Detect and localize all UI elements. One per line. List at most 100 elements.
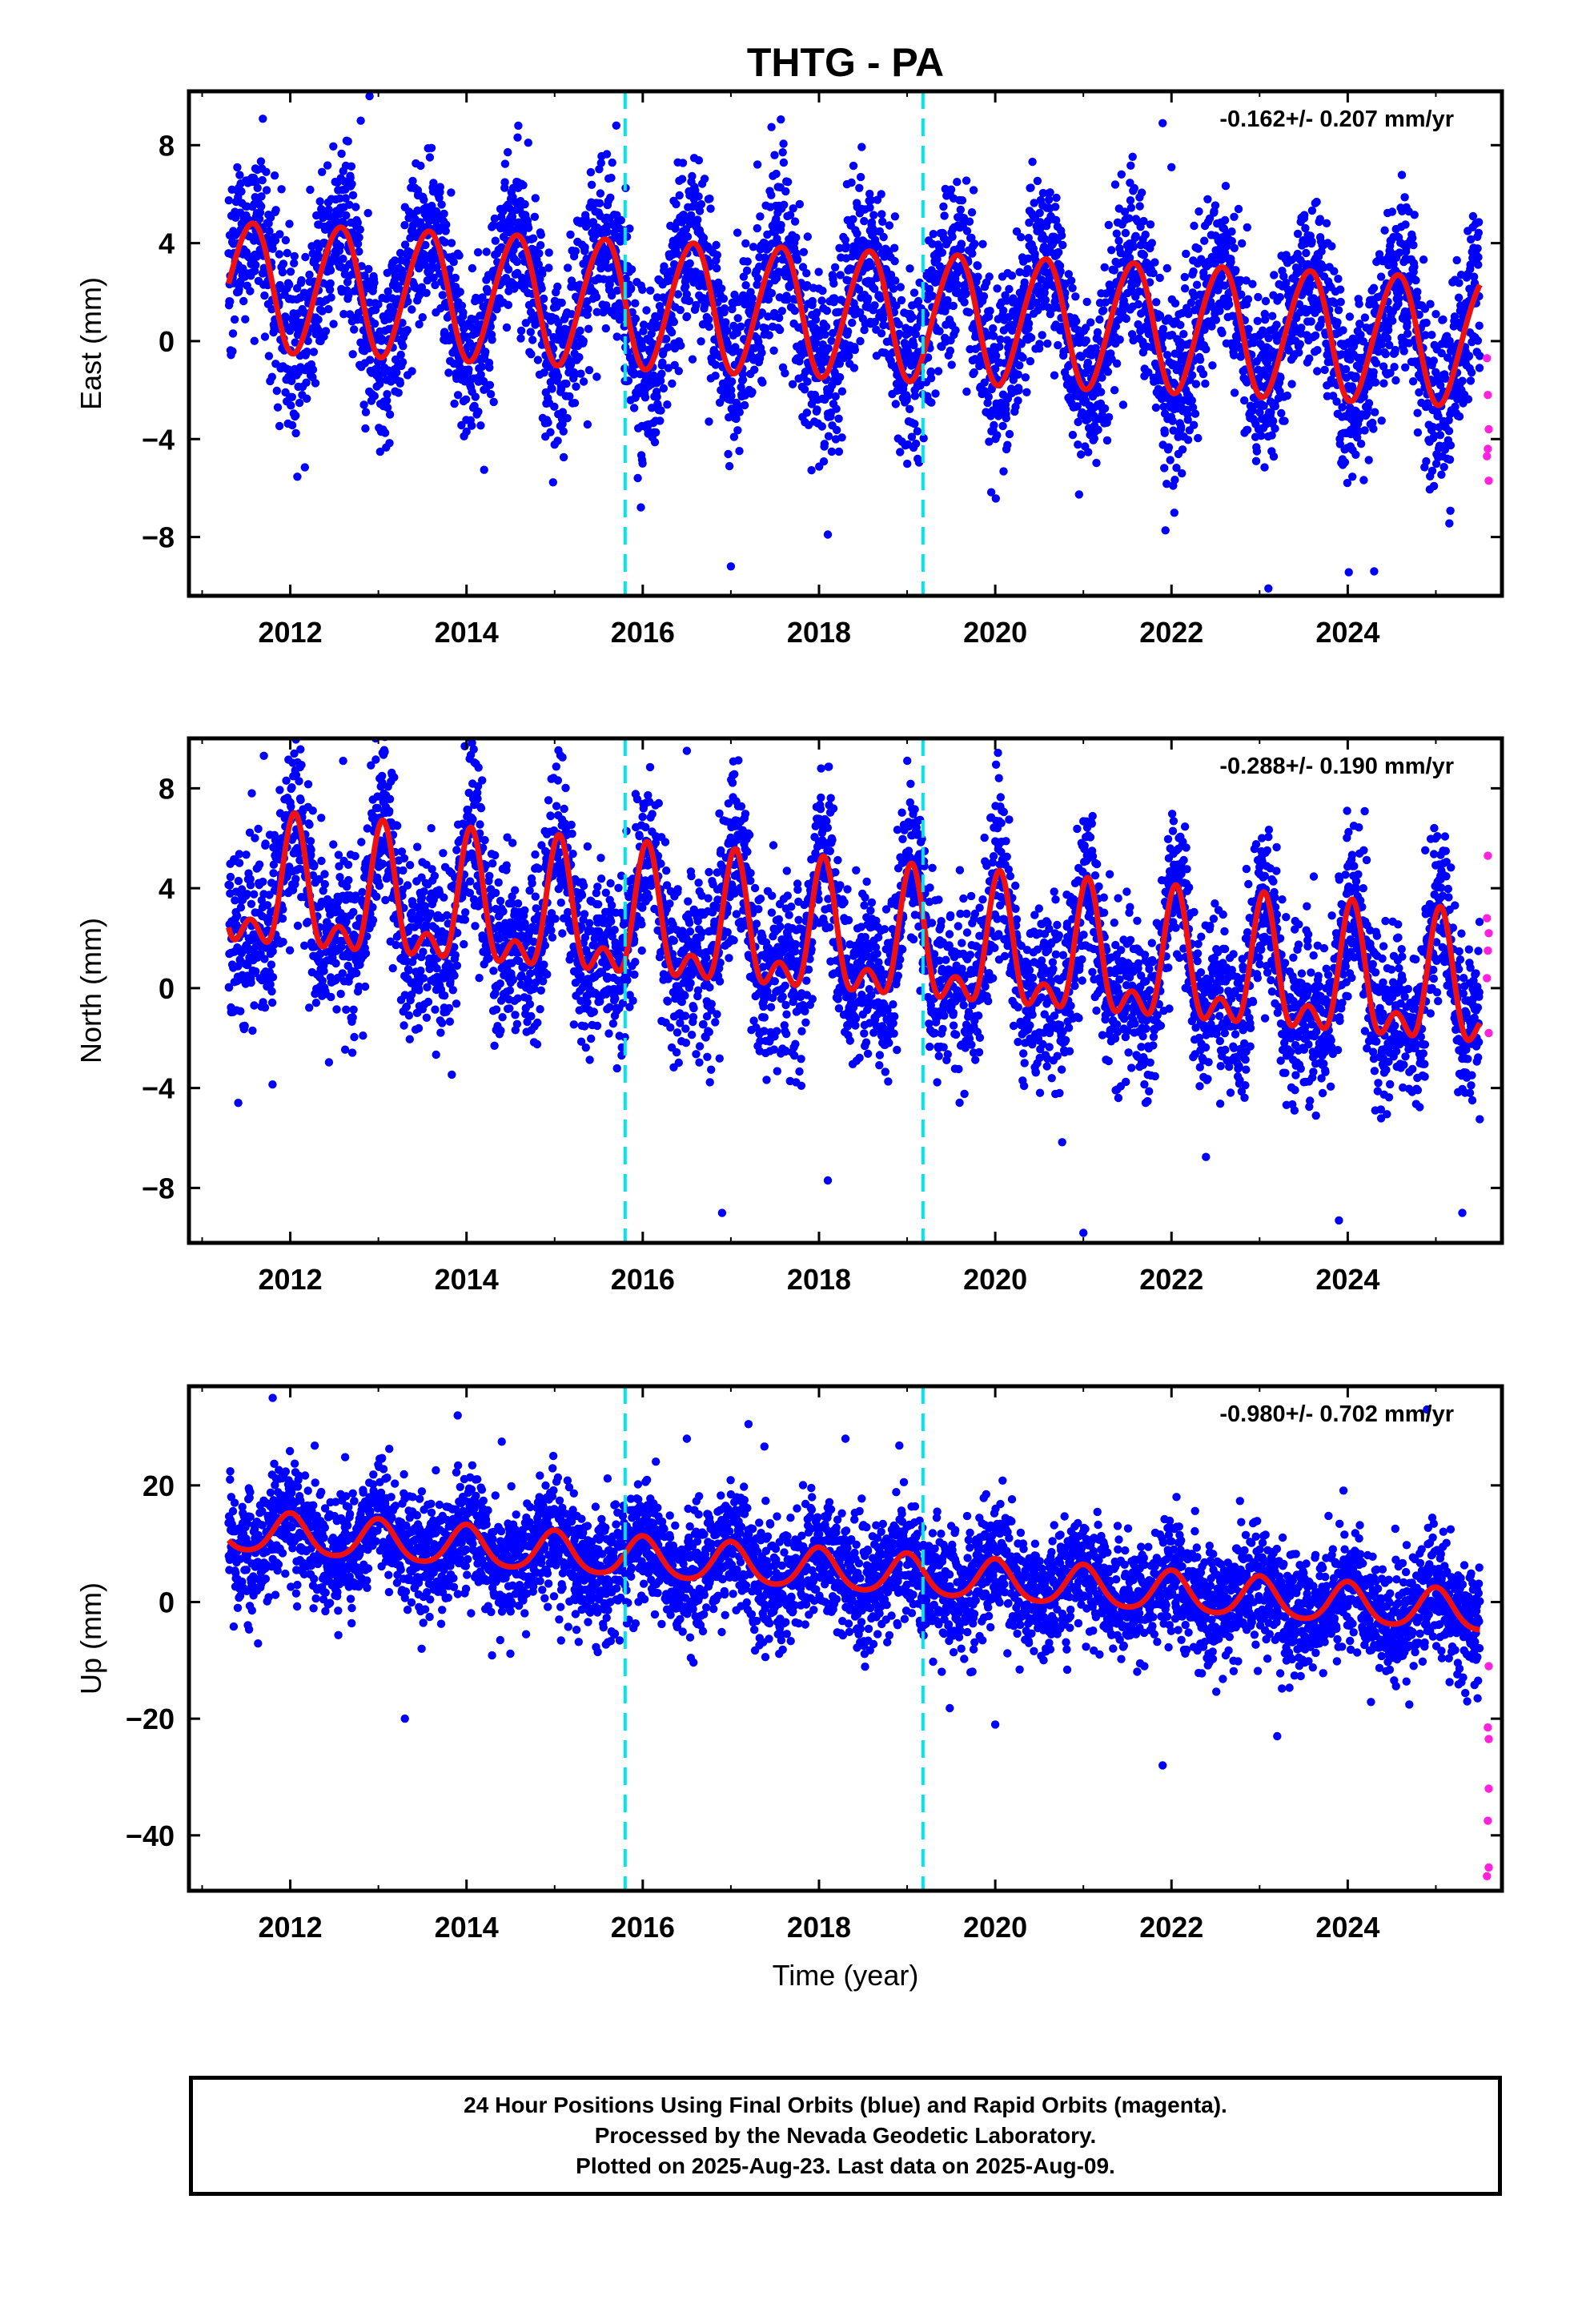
final-point bbox=[1084, 448, 1093, 456]
final-point bbox=[550, 402, 559, 411]
final-point bbox=[1162, 263, 1172, 273]
final-point bbox=[649, 371, 658, 380]
final-point bbox=[372, 364, 382, 372]
final-point bbox=[909, 288, 919, 297]
final-point bbox=[237, 187, 246, 196]
final-point bbox=[282, 313, 291, 322]
final-point bbox=[436, 183, 444, 191]
final-point bbox=[652, 428, 661, 437]
final-point bbox=[733, 328, 741, 337]
final-point bbox=[633, 473, 642, 483]
final-point bbox=[627, 283, 636, 293]
final-point bbox=[1218, 328, 1227, 337]
final-point bbox=[821, 322, 831, 332]
final-point bbox=[785, 211, 795, 219]
final-point bbox=[335, 242, 345, 251]
final-point bbox=[1409, 240, 1418, 250]
final-point bbox=[1330, 267, 1339, 275]
final-point bbox=[606, 193, 615, 202]
final-point bbox=[629, 370, 638, 379]
final-point bbox=[674, 367, 683, 376]
final-point bbox=[486, 322, 495, 332]
final-point-outlier bbox=[356, 116, 365, 125]
final-point bbox=[275, 230, 284, 239]
final-point bbox=[1369, 283, 1379, 292]
final-point bbox=[946, 185, 956, 194]
final-point bbox=[233, 163, 242, 172]
final-point bbox=[713, 263, 721, 273]
east-rapid-points bbox=[1483, 354, 1493, 485]
final-point bbox=[811, 316, 821, 324]
final-point bbox=[688, 355, 697, 364]
final-point bbox=[1077, 450, 1086, 459]
final-point bbox=[1121, 228, 1130, 238]
final-point bbox=[228, 347, 237, 356]
final-point bbox=[226, 297, 235, 306]
final-point bbox=[905, 404, 914, 413]
final-point bbox=[777, 307, 786, 316]
final-point bbox=[767, 123, 776, 131]
final-point bbox=[603, 227, 612, 236]
final-point bbox=[856, 336, 865, 346]
final-point bbox=[765, 331, 773, 340]
final-point bbox=[1150, 258, 1159, 267]
final-point bbox=[1287, 380, 1296, 388]
final-point bbox=[827, 447, 837, 456]
final-point bbox=[253, 183, 262, 192]
x-tick-label: 2022 bbox=[1139, 616, 1203, 649]
final-point bbox=[1082, 297, 1091, 307]
final-point bbox=[946, 346, 955, 356]
final-point bbox=[1134, 300, 1143, 309]
final-point bbox=[1066, 276, 1076, 285]
final-point bbox=[897, 296, 906, 305]
final-point bbox=[926, 367, 936, 376]
final-point bbox=[1231, 266, 1240, 275]
final-point bbox=[1277, 408, 1286, 418]
final-point bbox=[554, 319, 563, 328]
final-point bbox=[725, 461, 734, 471]
final-point bbox=[949, 301, 958, 311]
final-point bbox=[384, 315, 394, 324]
final-point bbox=[835, 360, 845, 368]
final-point bbox=[581, 214, 590, 223]
final-point bbox=[667, 328, 677, 337]
final-point bbox=[1201, 379, 1210, 388]
final-point bbox=[1427, 331, 1436, 340]
final-point bbox=[1427, 466, 1437, 476]
final-point bbox=[1100, 263, 1109, 271]
final-point bbox=[416, 161, 425, 171]
final-point bbox=[1422, 456, 1431, 466]
final-point bbox=[1030, 249, 1039, 259]
final-point bbox=[474, 407, 483, 416]
final-point bbox=[256, 157, 266, 166]
final-point bbox=[741, 281, 750, 290]
final-point bbox=[1248, 279, 1257, 288]
final-point bbox=[1355, 300, 1363, 308]
final-point bbox=[849, 364, 859, 372]
final-point bbox=[346, 173, 355, 183]
final-point bbox=[1307, 206, 1317, 215]
final-point bbox=[391, 355, 400, 364]
final-point bbox=[673, 290, 683, 299]
final-point bbox=[375, 380, 384, 388]
final-point bbox=[1135, 202, 1144, 211]
final-point bbox=[1439, 463, 1448, 472]
final-point bbox=[984, 392, 994, 401]
final-point bbox=[830, 294, 839, 303]
final-point bbox=[1464, 395, 1473, 404]
final-point bbox=[293, 472, 302, 481]
final-point bbox=[595, 199, 604, 207]
final-point bbox=[656, 416, 665, 425]
final-point bbox=[877, 210, 886, 219]
final-point bbox=[830, 263, 840, 271]
final-point bbox=[500, 178, 509, 187]
final-point bbox=[1356, 440, 1366, 448]
final-point bbox=[998, 421, 1007, 431]
final-point bbox=[584, 324, 593, 333]
final-point bbox=[1051, 203, 1060, 211]
final-point bbox=[383, 287, 392, 296]
final-point bbox=[1359, 476, 1368, 485]
final-point bbox=[1253, 316, 1263, 325]
final-point bbox=[1376, 272, 1386, 281]
final-point bbox=[1474, 260, 1483, 269]
